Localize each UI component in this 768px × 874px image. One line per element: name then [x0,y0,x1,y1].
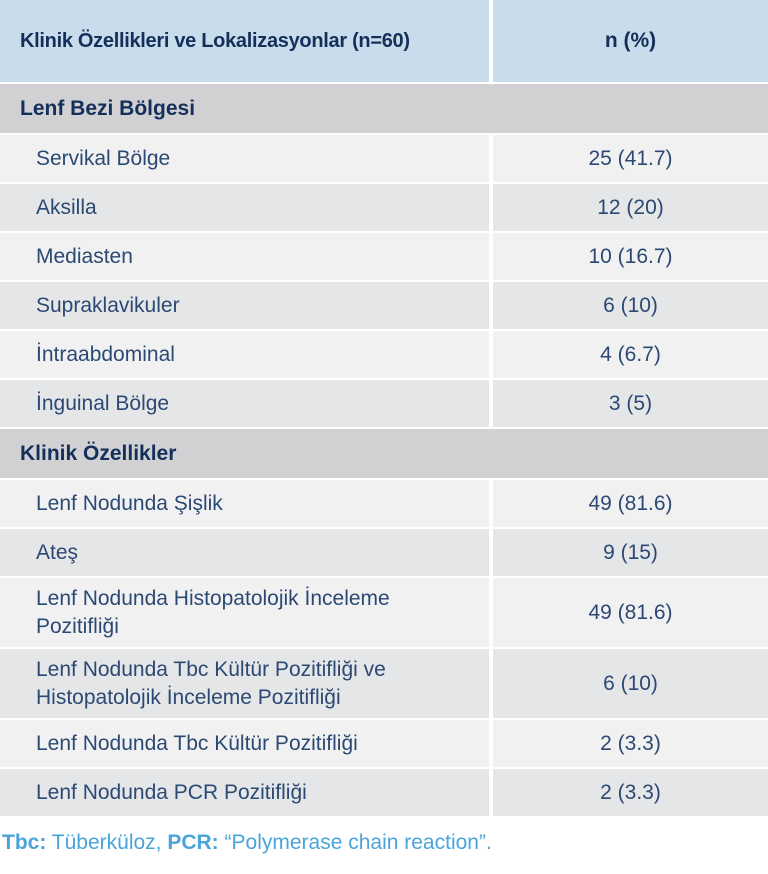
row-label: Lenf Nodunda Histopatolojik İnceleme Poz… [0,578,489,647]
table-row: Lenf Nodunda Histopatolojik İnceleme Poz… [0,578,768,647]
row-label: Mediasten [0,233,489,280]
row-label: Servikal Bölge [0,135,489,182]
section-header-clinical-features: Klinik Özellikler [0,429,768,478]
row-label: Lenf Nodunda Tbc Kültür Pozitifliği [0,720,489,767]
table-row: Aksilla 12 (20) [0,184,768,231]
row-value: 49 (81.6) [493,480,768,527]
row-label: İntraabdominal [0,331,489,378]
row-label: Supraklavikuler [0,282,489,329]
row-value: 9 (15) [493,529,768,576]
row-value: 6 (10) [493,282,768,329]
table-row: İnguinal Bölge 3 (5) [0,380,768,427]
table-row: Lenf Nodunda PCR Pozitifliği 2 (3.3) [0,769,768,816]
row-label: Aksilla [0,184,489,231]
header-col-characteristics: Klinik Özellikleri ve Lokalizasyonlar (n… [0,0,489,82]
footnote-text-pcr: “Polymerase chain reaction”. [218,831,492,854]
header-col-n-percent: n (%) [493,0,768,82]
table-header-row: Klinik Özellikleri ve Lokalizasyonlar (n… [0,0,768,82]
row-value: 4 (6.7) [493,331,768,378]
section-header-lymph-node-region: Lenf Bezi Bölgesi [0,84,768,133]
table-row: Servikal Bölge 25 (41.7) [0,135,768,182]
table-row: Lenf Nodunda Şişlik 49 (81.6) [0,480,768,527]
row-label: İnguinal Bölge [0,380,489,427]
row-value: 12 (20) [493,184,768,231]
row-value: 6 (10) [493,649,768,718]
footnote-abbrev-pcr: PCR: [167,831,219,854]
row-value: 2 (3.3) [493,769,768,816]
table-row: Ateş 9 (15) [0,529,768,576]
row-label: Lenf Nodunda PCR Pozitifliği [0,769,489,816]
row-label: Ateş [0,529,489,576]
table-row: Supraklavikuler 6 (10) [0,282,768,329]
row-value: 3 (5) [493,380,768,427]
footnote: Tbc: Tüberküloz, PCR: “Polymerase chain … [0,831,768,855]
row-value: 25 (41.7) [493,135,768,182]
row-value: 49 (81.6) [493,578,768,647]
table-row: Lenf Nodunda Tbc Kültür Pozitifliği 2 (3… [0,720,768,767]
row-value: 10 (16.7) [493,233,768,280]
clinical-features-table: Klinik Özellikleri ve Lokalizasyonlar (n… [0,0,768,816]
row-value: 2 (3.3) [493,720,768,767]
table-row: Lenf Nodunda Tbc Kültür Pozitifliği ve H… [0,649,768,718]
row-label: Lenf Nodunda Tbc Kültür Pozitifliği ve H… [0,649,489,718]
row-label: Lenf Nodunda Şişlik [0,480,489,527]
table-row: Mediasten 10 (16.7) [0,233,768,280]
table-row: İntraabdominal 4 (6.7) [0,331,768,378]
footnote-text-tbc: Tüberküloz, [46,831,168,854]
footnote-abbrev-tbc: Tbc: [2,831,47,854]
